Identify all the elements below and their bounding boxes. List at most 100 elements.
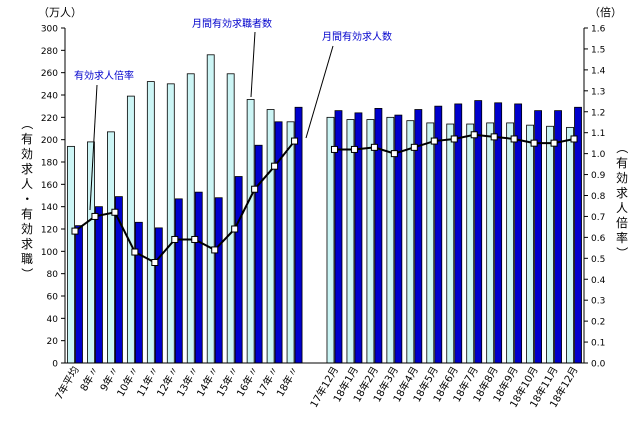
job-seekers-bar — [87, 141, 95, 364]
job-seekers-bar — [166, 83, 175, 364]
axis-label-glyph: 求 — [616, 186, 628, 200]
job-seekers-bar — [246, 99, 255, 364]
axis-label-glyph: （ — [20, 118, 34, 130]
right-axis-unit: （倍） — [589, 5, 622, 19]
job-seekers-bar — [406, 120, 415, 364]
ratio-point — [271, 162, 279, 170]
axis-label-glyph: 効 — [21, 221, 33, 236]
job-seekers-bar — [426, 122, 435, 364]
job-offers-bar — [454, 103, 463, 364]
job-seekers-bar — [146, 81, 155, 364]
job-seekers-bar — [186, 73, 195, 364]
left-tick-label: 180 — [41, 159, 58, 169]
x-axis-ticks: 7年平均8年〃9年〃10年〃11年〃12年〃13年〃14年〃15年〃16年〃17… — [52, 364, 580, 410]
job-seekers-bar — [486, 122, 495, 364]
ratio-point — [151, 259, 159, 266]
ratio-point — [171, 235, 179, 243]
job-seekers-bar — [506, 122, 515, 364]
right-tick-label: 1.4 — [591, 66, 606, 76]
job-offers-callout-label: 月間有効求人数 — [322, 30, 392, 43]
ratio-point — [350, 145, 358, 153]
ratio-point — [191, 235, 199, 243]
ratio-point — [251, 185, 259, 193]
axis-label-glyph: ・ — [20, 193, 34, 205]
job-seekers-bar — [67, 145, 75, 364]
left-tick-label: 160 — [41, 181, 58, 191]
right-tick-label: 0.9 — [591, 171, 606, 181]
ratio-point — [211, 246, 219, 254]
job-seekers-bar — [266, 109, 275, 364]
left-tick-label: 280 — [41, 47, 58, 57]
ratio-point — [330, 145, 338, 153]
axis-label-glyph: 求 — [21, 237, 33, 251]
axis-label-glyph: 率 — [616, 230, 628, 245]
ratio-line-series — [71, 131, 578, 266]
ratio-point — [370, 143, 378, 151]
right-axis-label: （ 有効求人倍率 ） — [615, 142, 629, 259]
job-offers-bar — [134, 221, 143, 364]
axis-label-glyph: 倍 — [616, 215, 628, 230]
left-tick-label: 80 — [47, 270, 59, 280]
left-axis-unit: （万人） — [38, 6, 82, 19]
job-offers-bars — [75, 100, 582, 364]
x-tick-label: 7年平均 — [52, 364, 81, 402]
job-offers-bar — [554, 110, 562, 364]
right-tick-label: 0.8 — [591, 192, 606, 202]
job-seekers-bar — [206, 54, 215, 364]
axis-label-glyph: 効 — [616, 170, 628, 185]
ratio-callout-label: 有効求人倍率 — [74, 69, 134, 82]
ratio-point — [390, 150, 398, 158]
x-tick-label: 17年12月 — [307, 364, 341, 410]
axis-label-glyph: 人 — [21, 177, 33, 191]
ratio-point — [291, 137, 299, 145]
ratio-point — [71, 227, 79, 235]
job-offers-bar — [174, 198, 183, 364]
job-seekers-bar — [446, 123, 455, 364]
job-offers-bar — [534, 110, 542, 364]
left-axis-label: （有効求人・有効求職） — [20, 118, 34, 280]
left-tick-label: 140 — [41, 203, 58, 213]
ratio-point — [450, 135, 458, 143]
axis-label-glyph: 有 — [21, 207, 33, 221]
right-tick-label: 0.6 — [591, 234, 606, 244]
right-tick-label: 1.0 — [591, 150, 606, 160]
left-tick-label: 220 — [41, 114, 58, 124]
ratio-point — [231, 225, 239, 233]
job-seekers-bar — [126, 95, 135, 364]
job-seekers-bar — [286, 121, 295, 364]
right-tick-label: 1.3 — [591, 87, 605, 97]
right-tick-label: 0.2 — [591, 318, 605, 328]
job-offers-bar — [494, 102, 503, 364]
job-offers-bar — [434, 105, 443, 364]
job-offers-bar — [574, 106, 582, 364]
left-tick-label: 120 — [41, 226, 58, 236]
ratio-point — [91, 212, 99, 220]
right-tick-label: 1.2 — [591, 108, 605, 118]
ratio-point — [490, 133, 498, 141]
left-tick-label: 40 — [47, 315, 59, 325]
left-tick-label: 20 — [47, 337, 59, 347]
ratio-point — [470, 131, 478, 139]
job-offers-bar — [154, 227, 163, 364]
axes — [64, 28, 585, 364]
job-offers-bar — [294, 106, 303, 364]
axis-label-glyph: 求 — [21, 162, 33, 176]
job-offers-bar — [75, 225, 83, 364]
ratio-point — [550, 139, 558, 147]
ratio-callout-leader — [89, 84, 98, 211]
axis-label-glyph: ） — [20, 268, 34, 280]
left-tick-label: 100 — [41, 248, 58, 258]
right-tick-label: 0.5 — [591, 255, 605, 265]
left-tick-label: 240 — [41, 92, 58, 102]
left-tick-label: 0 — [52, 360, 58, 370]
left-tick-label: 260 — [41, 69, 58, 79]
left-tick-label: 300 — [41, 25, 58, 35]
axis-titles: （万人） （倍）（有効求人・有効求職）（有効求人倍率） — [20, 5, 629, 280]
job-offers-bar — [474, 100, 483, 364]
job-offers-bar — [234, 176, 243, 364]
axis-label-glyph: （ — [615, 142, 629, 154]
right-tick-label: 1.1 — [591, 129, 605, 139]
ratio-point — [510, 135, 518, 143]
ratio-point — [131, 248, 139, 256]
